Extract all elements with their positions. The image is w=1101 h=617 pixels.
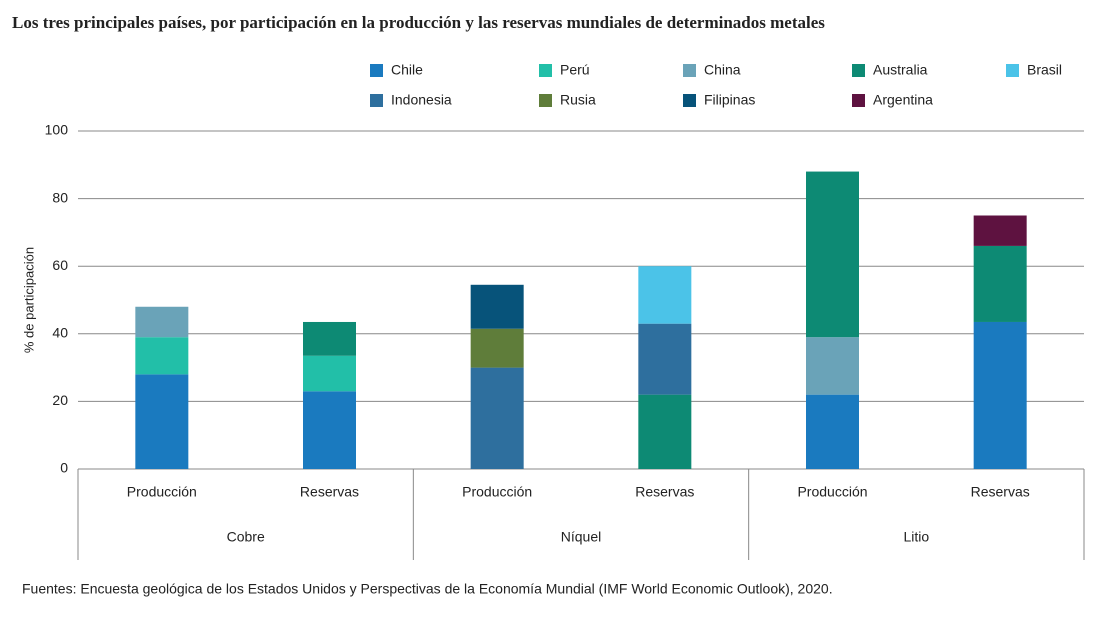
legend-label: Australia	[873, 62, 928, 78]
bar-segment	[806, 171, 859, 338]
legend-swatch	[1006, 64, 1019, 77]
legend-swatch	[539, 64, 552, 77]
legend-swatch	[852, 94, 865, 107]
legend-swatch	[370, 64, 383, 77]
group-label: Níquel	[561, 529, 601, 545]
bar-segment	[973, 245, 1027, 322]
x-tick-label: Producción	[797, 484, 867, 500]
bar-segment	[638, 394, 692, 469]
bar-segment	[135, 337, 189, 375]
y-tick-label: 60	[52, 257, 68, 273]
y-tick-label: 20	[52, 392, 68, 408]
x-tick-label: Reservas	[300, 484, 359, 500]
bar-segment	[973, 215, 1027, 246]
group-label: Litio	[903, 529, 929, 545]
x-tick-label: Producción	[127, 484, 197, 500]
y-tick-label: 40	[52, 325, 68, 341]
bar-segment	[303, 391, 356, 469]
legend-label: Filipinas	[704, 92, 755, 108]
y-tick-label: 80	[52, 189, 68, 205]
bar-segment	[470, 328, 524, 368]
bar-segment	[806, 394, 859, 469]
legend-label: Rusia	[560, 92, 596, 108]
legend-swatch	[683, 94, 696, 107]
bar-segment	[303, 355, 356, 392]
y-tick-label: 100	[45, 122, 69, 138]
legend-label: Argentina	[873, 92, 933, 108]
legend-swatch	[683, 64, 696, 77]
x-tick-label: Reservas	[635, 484, 694, 500]
legend-label: Chile	[391, 62, 423, 78]
bar-segment	[638, 323, 692, 395]
bar-segment	[638, 266, 692, 324]
legend-swatch	[370, 94, 383, 107]
bar-segment	[470, 367, 524, 469]
bar-segment	[973, 321, 1027, 469]
bar-segment	[135, 374, 189, 469]
bar-segment	[303, 321, 356, 356]
bar-segment	[135, 306, 189, 338]
bar-segment	[470, 284, 524, 329]
y-axis-label: % de participación	[21, 247, 36, 353]
x-tick-label: Producción	[462, 484, 532, 500]
legend-label: China	[704, 62, 741, 78]
chart-title: Los tres principales países, por partici…	[12, 13, 825, 32]
legend-label: Indonesia	[391, 92, 452, 108]
legend-label: Perú	[560, 62, 590, 78]
legend-swatch	[539, 94, 552, 107]
x-tick-label: Reservas	[971, 484, 1030, 500]
group-label: Cobre	[227, 529, 265, 545]
bar-segment	[806, 337, 859, 395]
y-tick-label: 0	[60, 460, 68, 476]
source: Fuentes: Encuesta geológica de los Estad…	[22, 581, 833, 597]
legend-swatch	[852, 64, 865, 77]
legend-label: Brasil	[1027, 62, 1062, 78]
